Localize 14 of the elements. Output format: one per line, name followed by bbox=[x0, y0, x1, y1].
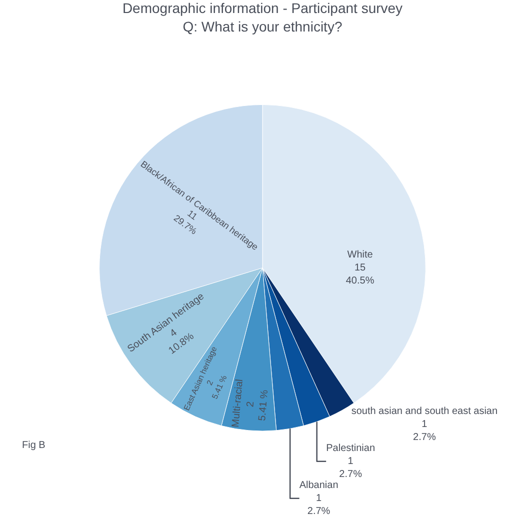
data-label: 1 2.7% bbox=[413, 418, 436, 443]
data-label: 2 5.41 % bbox=[245, 389, 271, 422]
data-label: 1 2.7% bbox=[307, 492, 330, 517]
slice-label: Palestinian bbox=[326, 442, 376, 454]
slice-label: White bbox=[347, 249, 374, 260]
chart-title: Demographic information - Participant survey bbox=[122, 0, 403, 16]
text: Fig B bbox=[22, 440, 46, 451]
chart-subtitle: Q: What is your ethnicity? bbox=[182, 18, 342, 34]
slice-label: south asian and south east asian bbox=[351, 406, 498, 417]
slice-label: Multi-racial bbox=[230, 378, 246, 428]
data-label: 1 2.7% bbox=[339, 456, 362, 480]
data-label: 2 5.41 % bbox=[204, 374, 229, 400]
data-label: 15 40.5% bbox=[346, 262, 374, 286]
slice-label: Albanian bbox=[299, 480, 338, 491]
